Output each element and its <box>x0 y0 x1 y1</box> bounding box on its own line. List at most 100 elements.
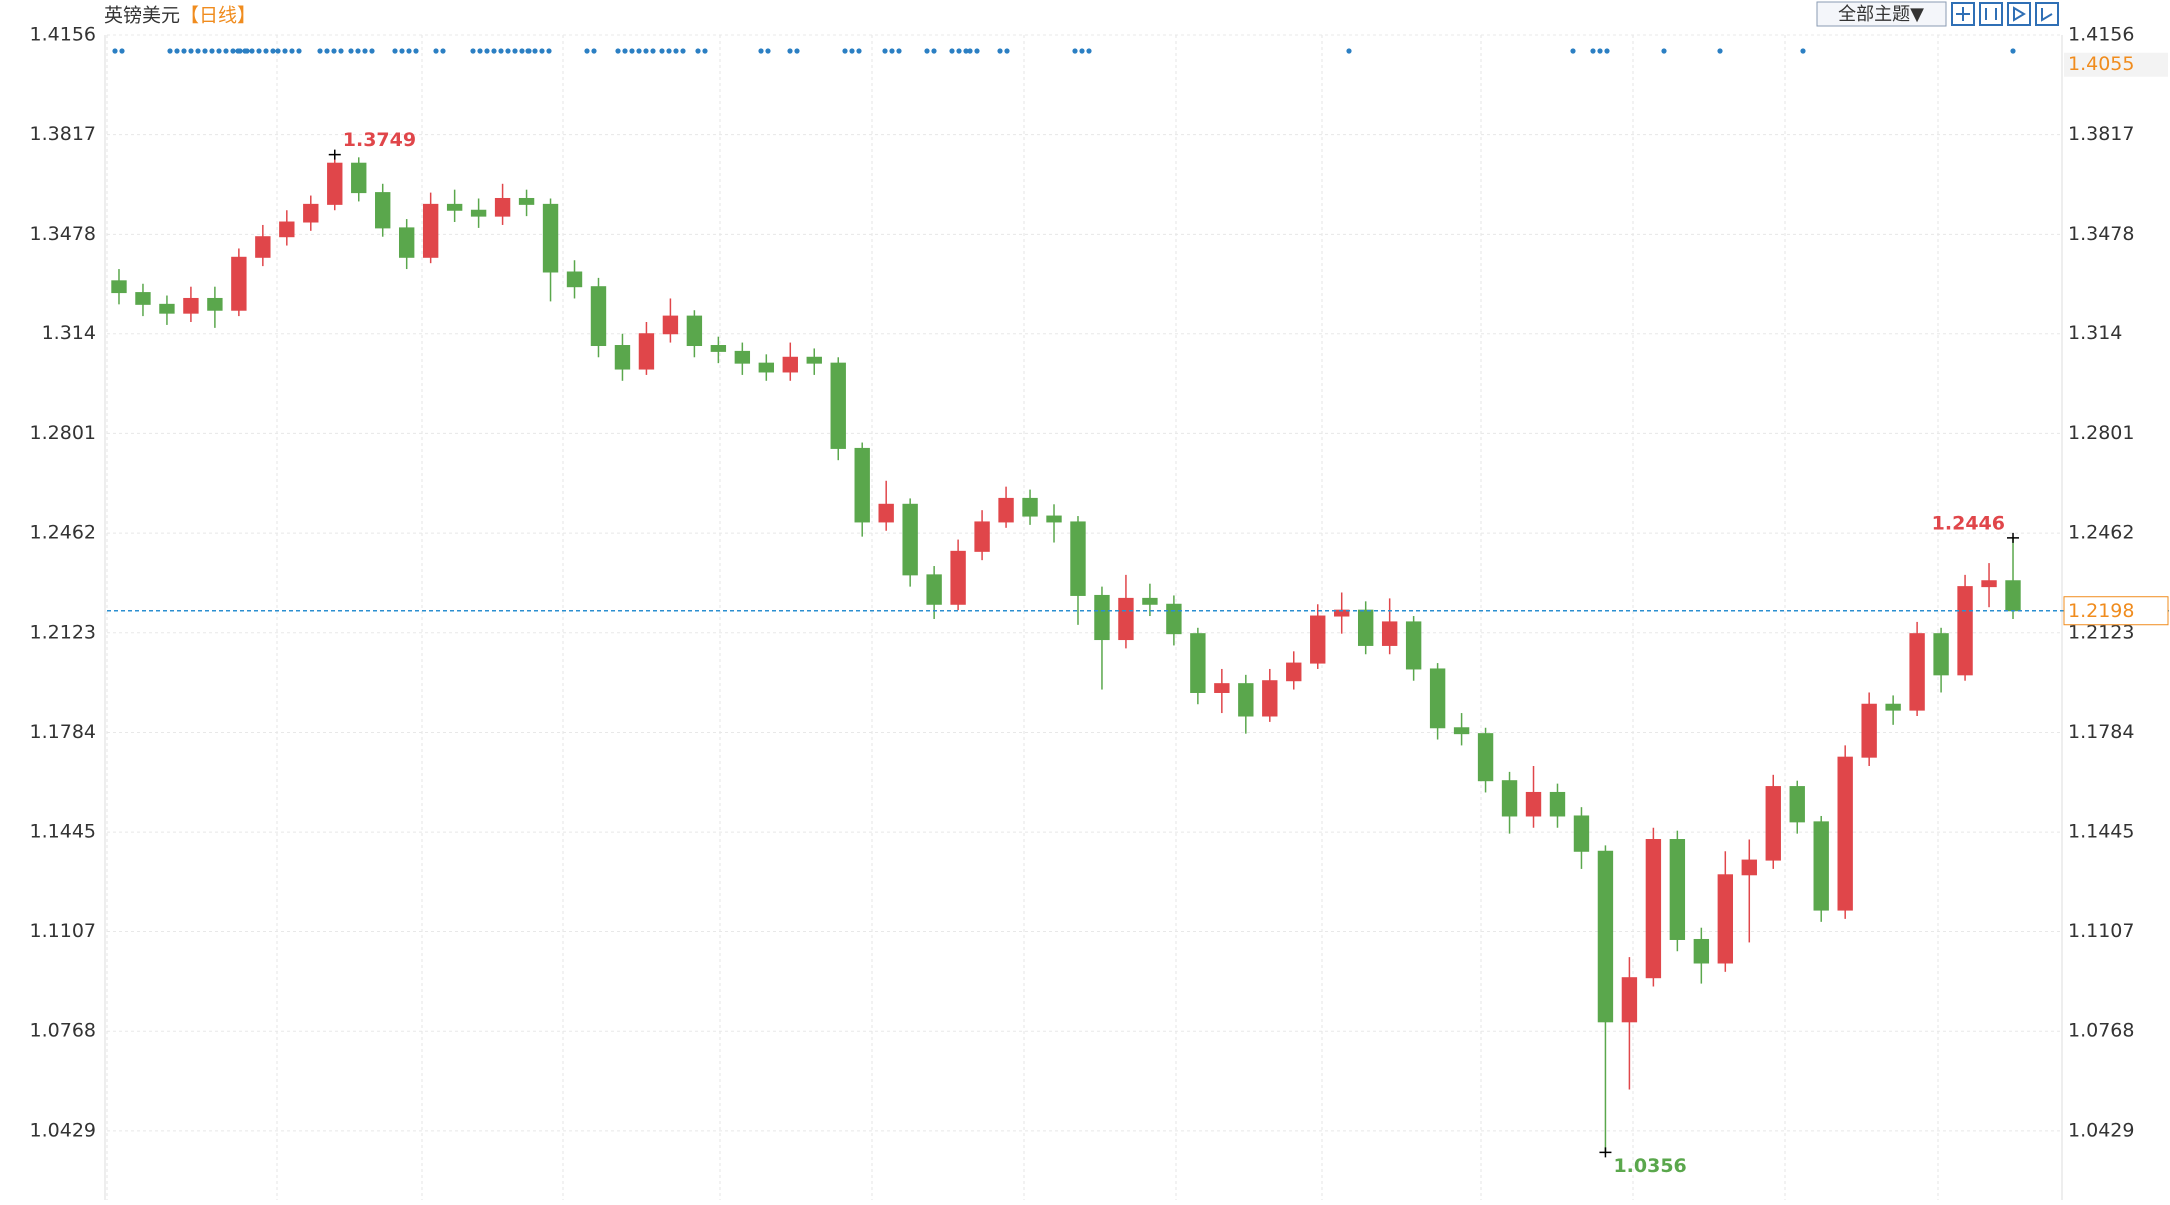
event-dot <box>1661 48 1667 54</box>
candle-body <box>902 503 918 576</box>
y-tick-label-right: 1.0429 <box>2068 1119 2134 1141</box>
event-dot <box>477 48 483 54</box>
y-tick-label-right: 1.1445 <box>2068 821 2134 843</box>
y-tick-label-right: 1.4156 <box>2068 24 2134 46</box>
candle-body <box>1717 874 1734 964</box>
event-dot <box>924 48 930 54</box>
event-dot <box>484 48 490 54</box>
icon-button[interactable] <box>2007 2 2031 26</box>
y-tick-label: 1.0768 <box>30 1020 96 1042</box>
event-dot <box>392 48 398 54</box>
y-tick-label: 1.2462 <box>30 522 96 544</box>
event-dot <box>882 48 888 54</box>
icon-button[interactable] <box>1979 2 2003 26</box>
event-dot <box>209 48 215 54</box>
candle-body <box>1981 580 1997 588</box>
event-dot <box>650 48 656 54</box>
last-price-label: 1.2198 <box>2068 600 2134 622</box>
event-dot <box>505 48 511 54</box>
event-dot <box>673 48 679 54</box>
candle-body <box>135 292 151 305</box>
event-dot <box>406 48 412 54</box>
event-dot <box>348 48 354 54</box>
event-dot <box>1597 48 1603 54</box>
event-dot <box>1086 48 1092 54</box>
candle-body <box>806 356 822 364</box>
event-dot <box>525 48 531 54</box>
candle-body <box>375 192 391 229</box>
event-dot <box>167 48 173 54</box>
event-dot <box>666 48 672 54</box>
candle-body <box>470 209 487 217</box>
event-dot <box>202 48 208 54</box>
event-dot <box>695 48 701 54</box>
y-tick-label: 1.1445 <box>30 821 96 843</box>
event-dot <box>413 48 419 54</box>
event-dot <box>546 48 552 54</box>
event-dot <box>275 48 281 54</box>
event-dot <box>181 48 187 54</box>
event-dot <box>296 48 302 54</box>
event-dot <box>440 48 446 54</box>
candle-body <box>1501 780 1518 817</box>
event-dot <box>119 48 125 54</box>
high-marker-bg <box>2064 52 2168 77</box>
candle-body <box>1837 756 1853 911</box>
y-tick-label-right: 1.3478 <box>2068 223 2134 245</box>
icon-button[interactable] <box>2035 2 2059 26</box>
event-dot <box>1570 48 1576 54</box>
candle-body <box>590 286 607 347</box>
candle-body <box>398 227 415 258</box>
candle-body <box>1429 668 1446 729</box>
event-dot <box>896 48 902 54</box>
event-dot <box>433 48 439 54</box>
candle-body <box>1190 633 1206 693</box>
theme-button-label[interactable]: 全部主题▼ <box>1838 4 1924 25</box>
candle-body <box>830 362 846 449</box>
y-tick-label-right: 1.1784 <box>2068 721 2134 743</box>
event-dot <box>282 48 288 54</box>
candle-body <box>662 315 679 335</box>
candle-body <box>159 303 175 314</box>
y-tick-label: 1.3478 <box>30 223 96 245</box>
event-dot <box>629 48 635 54</box>
y-tick-label: 1.4156 <box>30 24 96 46</box>
event-dot <box>1590 48 1596 54</box>
event-dot <box>362 48 368 54</box>
candle-body <box>1669 839 1686 940</box>
event-dot <box>338 48 344 54</box>
candle-body <box>1405 621 1422 670</box>
candle-body <box>2005 580 2021 612</box>
candle-body <box>758 362 775 373</box>
candle-body <box>279 221 295 238</box>
event-dot <box>758 48 764 54</box>
event-dot <box>532 48 538 54</box>
event-dot <box>963 48 969 54</box>
y-tick-label: 1.2801 <box>30 422 96 444</box>
event-dot <box>369 48 375 54</box>
event-dot <box>324 48 330 54</box>
event-dot <box>765 48 771 54</box>
extreme-label: 1.3749 <box>343 129 416 151</box>
candle-body <box>207 297 223 311</box>
event-dot <box>249 48 255 54</box>
candle-body <box>854 447 870 523</box>
event-dot <box>2010 48 2016 54</box>
candle-body <box>734 350 751 364</box>
extreme-marker <box>1599 1147 1612 1158</box>
candle-body <box>1573 815 1590 852</box>
candle-body <box>926 574 942 605</box>
candle-body <box>614 345 631 370</box>
candle-body <box>1238 683 1254 717</box>
event-dot <box>470 48 476 54</box>
event-dot <box>622 48 628 54</box>
theme-button[interactable] <box>1816 1 1947 27</box>
candle-body <box>446 203 463 211</box>
event-dot <box>317 48 323 54</box>
candle-body <box>1286 662 1302 682</box>
candle-body <box>1861 703 1877 758</box>
event-dot <box>1800 48 1806 54</box>
candle-body <box>974 521 990 552</box>
event-dot <box>591 48 597 54</box>
